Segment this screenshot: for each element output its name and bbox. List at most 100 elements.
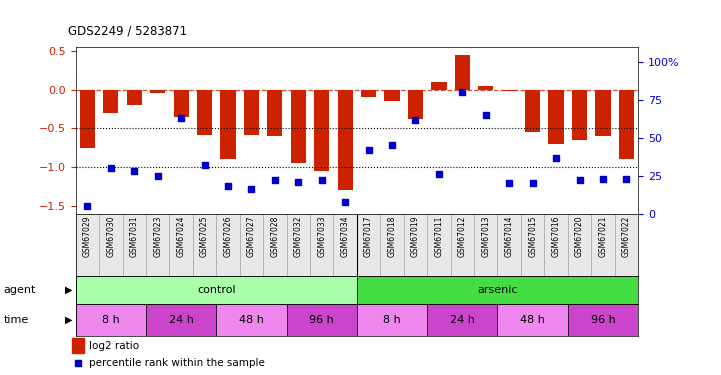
Text: GSM67022: GSM67022 bbox=[622, 216, 631, 257]
Point bbox=[621, 176, 632, 182]
Text: arsenic: arsenic bbox=[477, 285, 518, 295]
Text: GSM67013: GSM67013 bbox=[482, 216, 490, 257]
Bar bbox=[169, 214, 193, 276]
Bar bbox=[614, 214, 638, 276]
Bar bbox=[427, 214, 451, 276]
Bar bbox=[596, 90, 611, 136]
Point bbox=[503, 180, 515, 186]
Bar bbox=[103, 90, 118, 113]
Point bbox=[527, 180, 539, 186]
Bar bbox=[197, 90, 212, 135]
Bar bbox=[384, 90, 399, 101]
Bar bbox=[455, 55, 470, 90]
Text: GDS2249 / 5283871: GDS2249 / 5283871 bbox=[68, 24, 187, 38]
Bar bbox=[76, 276, 357, 304]
Point bbox=[199, 162, 211, 168]
Text: GSM67019: GSM67019 bbox=[411, 216, 420, 257]
Text: GSM67031: GSM67031 bbox=[130, 216, 138, 257]
Bar bbox=[76, 214, 99, 276]
Text: GSM67023: GSM67023 bbox=[154, 216, 162, 257]
Bar bbox=[216, 214, 239, 276]
Bar bbox=[80, 90, 95, 148]
Bar bbox=[76, 304, 146, 336]
Text: 48 h: 48 h bbox=[239, 315, 264, 325]
Bar bbox=[427, 304, 497, 336]
Point bbox=[410, 117, 421, 123]
Point bbox=[316, 177, 327, 183]
Text: GSM67028: GSM67028 bbox=[270, 216, 279, 257]
Text: GSM67021: GSM67021 bbox=[598, 216, 607, 257]
Bar bbox=[404, 214, 427, 276]
Bar bbox=[357, 214, 381, 276]
Text: GSM67026: GSM67026 bbox=[224, 216, 232, 257]
Bar bbox=[451, 214, 474, 276]
Bar bbox=[431, 82, 446, 90]
Text: GSM67012: GSM67012 bbox=[458, 216, 466, 257]
Text: GSM67018: GSM67018 bbox=[388, 216, 397, 257]
Bar bbox=[381, 214, 404, 276]
Point bbox=[72, 360, 84, 366]
Text: GSM67032: GSM67032 bbox=[294, 216, 303, 257]
Text: GSM67017: GSM67017 bbox=[364, 216, 373, 257]
Text: GSM67027: GSM67027 bbox=[247, 216, 256, 257]
Bar bbox=[267, 90, 283, 136]
Text: ▶: ▶ bbox=[65, 285, 72, 295]
Text: 8 h: 8 h bbox=[383, 315, 401, 325]
Text: agent: agent bbox=[4, 285, 36, 295]
Text: 96 h: 96 h bbox=[590, 315, 615, 325]
Bar bbox=[99, 214, 123, 276]
Bar bbox=[357, 304, 427, 336]
Point bbox=[433, 171, 445, 177]
Point bbox=[363, 147, 374, 153]
Bar bbox=[567, 214, 591, 276]
Point bbox=[81, 203, 93, 209]
Text: time: time bbox=[4, 315, 29, 325]
Point bbox=[456, 89, 468, 95]
Point bbox=[340, 199, 351, 205]
Bar bbox=[286, 214, 310, 276]
Bar bbox=[291, 90, 306, 163]
Point bbox=[550, 154, 562, 160]
Bar bbox=[310, 214, 333, 276]
Text: 8 h: 8 h bbox=[102, 315, 120, 325]
Text: percentile rank within the sample: percentile rank within the sample bbox=[89, 358, 265, 368]
Text: GSM67033: GSM67033 bbox=[317, 216, 326, 257]
Bar bbox=[146, 214, 169, 276]
Bar bbox=[239, 214, 263, 276]
Bar bbox=[72, 339, 84, 353]
Bar bbox=[619, 90, 634, 159]
Point bbox=[152, 173, 164, 179]
Bar bbox=[521, 214, 544, 276]
Text: 24 h: 24 h bbox=[450, 315, 475, 325]
Text: GSM67024: GSM67024 bbox=[177, 216, 185, 257]
Point bbox=[105, 165, 117, 171]
Point bbox=[597, 176, 609, 182]
Bar bbox=[544, 214, 568, 276]
Bar bbox=[146, 304, 216, 336]
Point bbox=[246, 186, 257, 192]
Bar bbox=[221, 90, 236, 159]
Bar bbox=[193, 214, 216, 276]
Bar bbox=[244, 90, 259, 135]
Bar bbox=[361, 90, 376, 98]
Text: GSM67015: GSM67015 bbox=[528, 216, 537, 257]
Bar bbox=[474, 214, 497, 276]
Text: 96 h: 96 h bbox=[309, 315, 334, 325]
Bar bbox=[127, 90, 142, 105]
Bar bbox=[525, 90, 540, 132]
Bar bbox=[174, 90, 189, 117]
Text: GSM67025: GSM67025 bbox=[200, 216, 209, 257]
Text: control: control bbox=[197, 285, 236, 295]
Bar bbox=[123, 214, 146, 276]
Bar bbox=[502, 90, 517, 91]
Text: GSM67014: GSM67014 bbox=[505, 216, 513, 257]
Text: GSM67020: GSM67020 bbox=[575, 216, 584, 257]
Bar bbox=[263, 214, 286, 276]
Text: GSM67034: GSM67034 bbox=[341, 216, 350, 257]
Point bbox=[574, 177, 585, 183]
Point bbox=[386, 142, 398, 148]
Bar bbox=[497, 304, 567, 336]
Point bbox=[293, 179, 304, 185]
Text: GSM67030: GSM67030 bbox=[107, 216, 115, 257]
Point bbox=[269, 177, 280, 183]
